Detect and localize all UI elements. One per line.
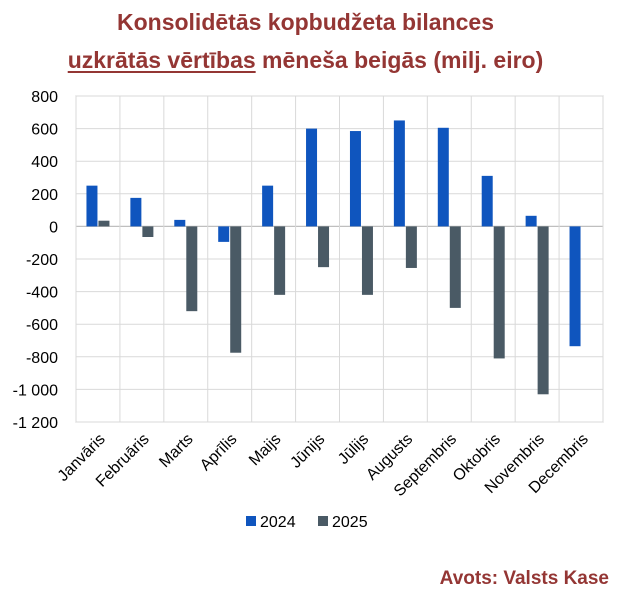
bar-2025-7: [361, 226, 373, 295]
source-label: Avots: Valsts Kase: [439, 568, 609, 589]
bar-2025-1: [98, 220, 110, 227]
bar-2024-4: [218, 226, 230, 242]
bar-2025-9: [449, 226, 461, 308]
chart-title-rest: mēneša beigās (milj. eiro): [255, 47, 544, 73]
y-tick-label: 0: [49, 219, 58, 236]
bar-2024-1: [86, 185, 98, 227]
y-tick-label: -1 000: [13, 382, 58, 399]
bar-2024-8: [393, 120, 405, 227]
y-tick-label: 600: [31, 122, 58, 139]
y-tick-label: -400: [26, 285, 58, 302]
bar-2025-2: [142, 226, 154, 237]
bar-2024-7: [349, 131, 361, 227]
x-tick-label: Jūnijs: [287, 431, 328, 472]
chart-title-line2: uzkrātās vērtības mēneša beigās (milj. e…: [0, 46, 619, 74]
y-tick-label: 800: [31, 89, 58, 106]
y-tick-label: 400: [31, 154, 58, 171]
y-tick-label: -600: [26, 317, 58, 334]
bar-2025-10: [493, 226, 505, 359]
bar-2025-8: [405, 226, 417, 268]
bar-2024-2: [130, 197, 142, 227]
bar-2024-12: [569, 226, 581, 347]
bar-2025-5: [274, 226, 286, 295]
bar-2025-4: [230, 226, 242, 353]
bar-2025-3: [186, 226, 198, 312]
y-tick-label: -1 200: [13, 415, 58, 432]
y-tick-label: -200: [26, 252, 58, 269]
bar-2024-11: [525, 215, 537, 227]
bar-2024-10: [481, 175, 493, 227]
bar-2024-6: [306, 128, 318, 227]
legend-label-2025: 2025: [332, 514, 368, 531]
legend-swatch-2024: [246, 516, 256, 526]
x-tick-label: Maijs: [246, 431, 284, 469]
y-tick-label: 200: [31, 187, 58, 204]
bar-2024-3: [174, 219, 186, 227]
chart-title-underlined: uzkrātās vērtības: [67, 47, 256, 73]
bar-2025-11: [537, 226, 549, 395]
x-tick-label: Marts: [156, 431, 196, 471]
legend-label-2024: 2024: [260, 514, 296, 531]
bar-2024-5: [262, 185, 274, 227]
x-tick-label: Aprīlis: [197, 431, 240, 474]
legend-swatch-2025: [318, 516, 328, 526]
bar-2025-6: [318, 226, 330, 268]
chart-title-line1: Konsolidētās kopbudžeta bilances: [116, 9, 495, 35]
bar-2024-9: [437, 127, 449, 227]
x-tick-label: Jūlijs: [335, 431, 372, 468]
y-tick-label: -800: [26, 350, 58, 367]
